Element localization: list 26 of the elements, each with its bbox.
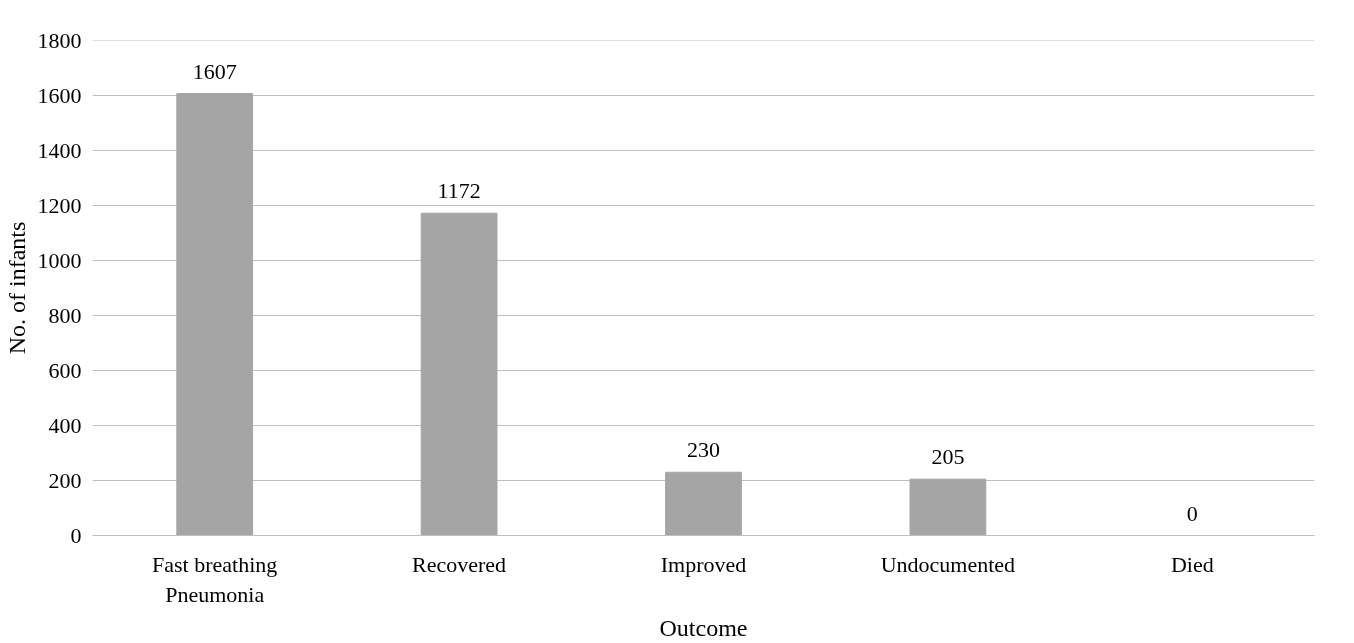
- y-tick-label: 1000: [37, 247, 82, 273]
- x-tick-label: Fast breathing Pneumonia: [152, 551, 278, 607]
- bar: [420, 212, 498, 536]
- data-label: 1172: [437, 178, 481, 204]
- y-tick-label: 600: [48, 357, 82, 383]
- x-tick-label: Recovered: [412, 551, 507, 577]
- bar: [176, 93, 254, 536]
- data-label: 0: [1186, 500, 1198, 526]
- y-tick-label: 1800: [37, 27, 82, 53]
- y-tick-label: 800: [48, 302, 82, 328]
- data-label: 1607: [192, 58, 237, 84]
- data-label: 230: [687, 437, 720, 463]
- bar: [909, 478, 987, 536]
- x-axis-title: Outcome: [659, 614, 748, 641]
- y-axis-title: No. of infants: [3, 221, 30, 355]
- y-tick-label: 0: [70, 522, 82, 548]
- x-tick-label: Undocumented: [880, 551, 1016, 577]
- data-label: 205: [931, 444, 965, 470]
- y-tick-label: 200: [48, 467, 82, 493]
- y-tick-label: 1600: [37, 82, 82, 108]
- x-tick-label: Died: [1170, 551, 1214, 577]
- bar: [665, 471, 742, 536]
- y-tick-label: 400: [48, 412, 82, 438]
- y-tick-label: 1400: [37, 137, 82, 163]
- y-tick-label: 1200: [37, 192, 82, 218]
- x-tick-label: Improved: [660, 551, 747, 577]
